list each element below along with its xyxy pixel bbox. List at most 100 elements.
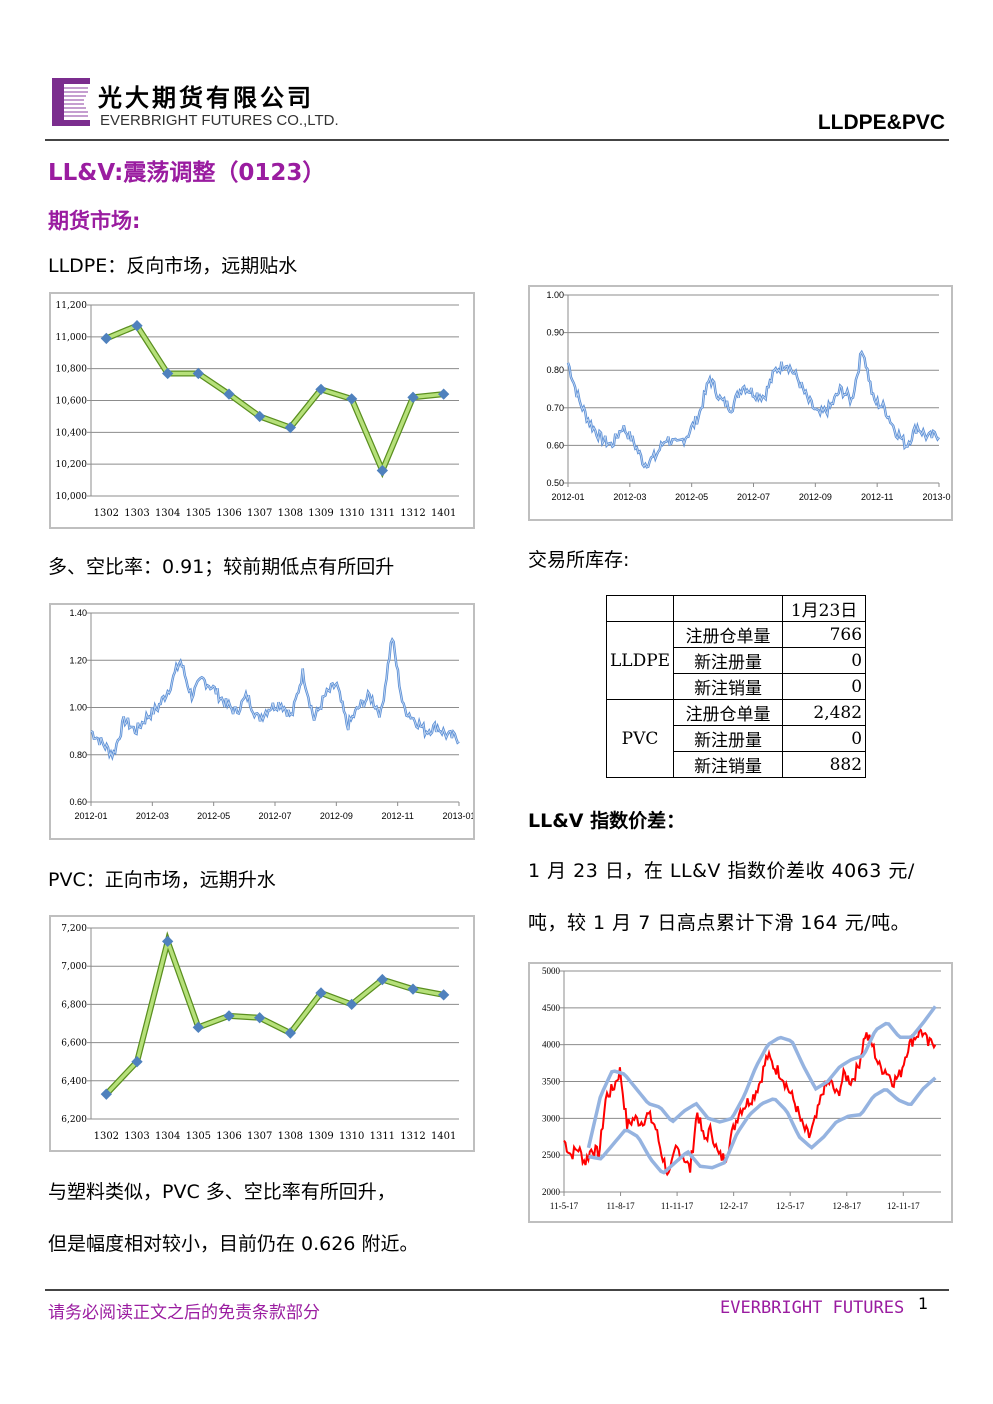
x-tick-label: 1307 bbox=[247, 1131, 272, 1142]
series-line bbox=[90, 638, 460, 759]
series-line bbox=[105, 323, 444, 476]
x-tick-label: 2012-09 bbox=[320, 811, 353, 821]
x-tick-label: 1308 bbox=[278, 508, 303, 519]
pvc-text-line-1: 与塑料类似，PVC 多、空比率有所回升， bbox=[48, 1181, 396, 1203]
x-tick-label: 2012-05 bbox=[197, 811, 230, 821]
x-tick-label: 1311 bbox=[370, 1131, 395, 1142]
table-row: PVC 注册仓单量 2,482 bbox=[605, 699, 867, 778]
row-label: 新注销量 bbox=[673, 751, 784, 778]
series-line bbox=[567, 351, 940, 468]
chart-svg: 2000 2500 3000 3500 4000 4500 5000 11-5-17 11-8-… bbox=[542, 966, 941, 1211]
table-row: 新注销量 0 bbox=[607, 673, 867, 700]
x-tick-label: 1305 bbox=[186, 508, 211, 519]
table-row: 新注册量 0 bbox=[607, 647, 867, 674]
row-value: 882 bbox=[782, 751, 867, 778]
logo-e-icon bbox=[52, 78, 90, 126]
y-tick-label: 3500 bbox=[542, 1077, 561, 1087]
y-tick-label: 7,000 bbox=[61, 962, 87, 972]
spread-heading: LL&V 指数价差： bbox=[528, 810, 686, 832]
x-tick-label: 2012-09 bbox=[799, 492, 832, 502]
row-label: 注册仓单量 bbox=[673, 621, 784, 648]
x-tick-label: 1302 bbox=[94, 1131, 119, 1142]
series-line-spread bbox=[563, 1026, 937, 1177]
y-tick-label: 2000 bbox=[542, 1187, 561, 1197]
data-point bbox=[438, 388, 450, 400]
chart-svg: 0.50 0.60 0.70 0.80 0.90 1.00 2012-01 2012-03 20… bbox=[546, 290, 951, 502]
footer-divider bbox=[45, 1289, 949, 1291]
y-tick-label: 1.20 bbox=[69, 655, 87, 665]
series-line-outline bbox=[566, 349, 940, 469]
inventory-heading: 交易所库存: bbox=[528, 549, 630, 571]
y-tick-label: 0.60 bbox=[69, 797, 87, 807]
company-logo bbox=[52, 78, 92, 126]
y-tick-label: 1.40 bbox=[69, 608, 87, 618]
y-tick-label: 10,200 bbox=[56, 460, 88, 470]
section-futures-heading: 期货市场: bbox=[48, 209, 141, 233]
y-tick-label: 1.00 bbox=[546, 290, 564, 300]
row-value: 2,482 bbox=[782, 699, 867, 726]
chart-svg: 6,200 6,400 6,600 6,800 7,000 7,200 1302 1303 13… bbox=[61, 924, 459, 1142]
llv-spread-chart: 2000 2500 3000 3500 4000 4500 5000 11-5-17 11-8-… bbox=[528, 962, 953, 1223]
row-label: 新注销量 bbox=[673, 673, 784, 700]
pvc-text-line-2: 但是幅度相对较小，目前仍在 0.626 附近。 bbox=[48, 1233, 419, 1255]
x-tick-label: 2012-11 bbox=[861, 492, 893, 502]
chart-svg: 0.60 0.80 1.00 1.20 1.40 2012-01 2012-03 2012-0… bbox=[69, 608, 473, 821]
y-tick-label: 10,400 bbox=[56, 428, 88, 438]
x-tick-label: 1401 bbox=[431, 1131, 456, 1142]
y-tick-label: 0.90 bbox=[546, 328, 564, 338]
row-label: 注册仓单量 bbox=[673, 699, 784, 726]
x-tick-label: 12-2-17 bbox=[719, 1201, 748, 1211]
x-tick-label: 2012-07 bbox=[737, 492, 770, 502]
table-header-row: 1月23日 bbox=[605, 595, 867, 622]
row-value: 766 bbox=[782, 621, 867, 648]
y-tick-label: 4500 bbox=[542, 1003, 561, 1013]
logo-cn-text: 光大期货有限公司 bbox=[98, 83, 314, 112]
series-line bbox=[105, 935, 444, 1096]
y-tick-label: 6,400 bbox=[61, 1077, 87, 1087]
table-row: 新注销量 882 bbox=[607, 751, 867, 778]
data-point bbox=[254, 410, 266, 423]
footer-disclaimer: 请务必阅读正文之后的免责条款部分 bbox=[48, 1303, 320, 1323]
x-tick-label: 2012-01 bbox=[551, 492, 584, 502]
data-point bbox=[438, 989, 450, 1001]
x-tick-label: 1306 bbox=[216, 1131, 241, 1142]
x-tick-label: 1312 bbox=[400, 508, 425, 519]
x-tick-label: 2013-01 bbox=[442, 811, 473, 821]
data-point bbox=[407, 391, 419, 403]
data-point bbox=[376, 464, 388, 477]
data-point bbox=[162, 367, 174, 380]
x-tick-label: 12-11-17 bbox=[887, 1201, 920, 1211]
lldpe-heading: LLDPE：反向市场，远期贴水 bbox=[48, 255, 298, 277]
x-tick-label: 1304 bbox=[155, 508, 180, 519]
x-tick-label: 11-11-17 bbox=[661, 1201, 694, 1211]
y-tick-label: 3000 bbox=[542, 1113, 561, 1123]
x-tick-label: 1309 bbox=[308, 1131, 333, 1142]
x-tick-label: 2012-05 bbox=[675, 492, 708, 502]
y-tick-label: 1.00 bbox=[69, 703, 87, 713]
x-tick-label: 2012-01 bbox=[74, 811, 107, 821]
group-label: PVC bbox=[605, 699, 675, 778]
row-label: 新注册量 bbox=[673, 647, 784, 674]
long-short-ratio-chart: 0.60 0.80 1.00 1.20 1.40 2012-01 2012-03 2012-0… bbox=[49, 603, 475, 840]
x-tick-label: 12-8-17 bbox=[833, 1201, 862, 1211]
lldpe-curve-chart: 10,000 10,200 10,400 10,600 10,800 11,000 11,2… bbox=[49, 292, 475, 529]
page-title: LL&V:震荡调整（0123） bbox=[48, 160, 326, 186]
y-tick-label: 2500 bbox=[542, 1150, 561, 1160]
y-tick-label: 10,800 bbox=[56, 365, 88, 375]
y-tick-label: 4000 bbox=[542, 1040, 561, 1050]
group-label: LLDPE bbox=[605, 621, 675, 700]
row-value: 0 bbox=[782, 725, 867, 752]
data-point bbox=[192, 367, 204, 380]
row-value: 0 bbox=[782, 673, 867, 700]
pvc-heading: PVC：正向市场，远期升水 bbox=[48, 869, 276, 891]
x-tick-label: 1303 bbox=[124, 1131, 149, 1142]
y-tick-label: 7,200 bbox=[61, 924, 87, 934]
pvc-curve-chart: 6,200 6,400 6,600 6,800 7,000 7,200 1302 1303 13… bbox=[49, 915, 475, 1152]
y-tick-label: 5000 bbox=[542, 966, 561, 976]
x-tick-label: 1307 bbox=[247, 508, 272, 519]
y-tick-label: 0.80 bbox=[69, 750, 87, 760]
x-tick-label: 1304 bbox=[155, 1131, 180, 1142]
y-tick-label: 11,200 bbox=[56, 301, 88, 311]
inventory-table: 1月23日 LLDPE 注册仓单量 766 新注册量 0 新注销量 0 PVC 注册仓… bbox=[605, 595, 867, 778]
